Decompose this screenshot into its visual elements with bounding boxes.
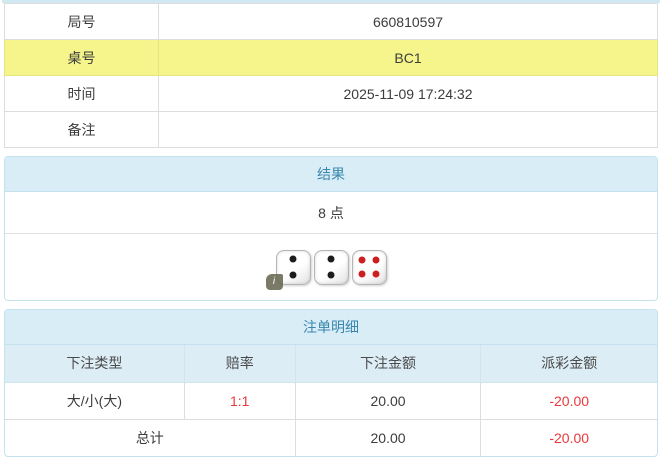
bet-details-table: 下注类型 赔率 下注金额 派彩金额 大/小(大) 1:1 20.00 -20.0… — [5, 345, 657, 456]
table-row-highlighted: 桌号 BC1 — [4, 39, 658, 76]
round-id-value: 660810597 — [158, 3, 658, 40]
top-accent-bar — [2, 0, 660, 3]
die-3-icon — [351, 249, 387, 285]
remark-value — [158, 111, 658, 148]
result-panel-title: 结果 — [5, 157, 657, 192]
time-value: 2025-11-09 17:24:32 — [158, 75, 658, 112]
result-panel: 结果 8 点 i — [4, 156, 658, 301]
bet-odds-value: 1:1 — [183, 381, 296, 420]
table-id-label: 桌号 — [4, 39, 159, 76]
total-payout-value: -20.00 — [480, 418, 657, 456]
dice-row: i — [5, 234, 657, 300]
dice-group: i — [265, 249, 387, 290]
table-row: 局号 660810597 — [4, 3, 658, 40]
bet-row: 大/小(大) 1:1 20.00 -20.00 — [5, 381, 657, 420]
table-row: 时间 2025-11-09 17:24:32 — [4, 75, 658, 112]
total-row: 总计 20.00 -20.00 — [5, 418, 657, 456]
round-info-table: 局号 660810597 桌号 BC1 时间 2025-11-09 17:24:… — [4, 3, 658, 148]
bet-details-panel: 注单明细 下注类型 赔率 下注金额 派彩金额 大/小(大) 1:1 20.00 … — [4, 309, 658, 457]
total-label: 总计 — [5, 418, 296, 456]
bet-amount-value: 20.00 — [294, 381, 482, 420]
round-id-label: 局号 — [4, 3, 159, 40]
bet-details-title: 注单明细 — [5, 310, 657, 345]
col-bet-amount: 下注金额 — [294, 345, 482, 383]
time-label: 时间 — [4, 75, 159, 112]
table-id-value: BC1 — [158, 39, 658, 76]
col-bet-type: 下注类型 — [5, 345, 185, 383]
remark-label: 备注 — [4, 111, 159, 148]
bet-type-value: 大/小(大) — [5, 381, 185, 420]
col-payout-amount: 派彩金额 — [480, 345, 657, 383]
bet-payout-value: -20.00 — [480, 381, 657, 420]
bets-header-row: 下注类型 赔率 下注金额 派彩金额 — [5, 345, 657, 383]
die-2-icon — [313, 249, 349, 285]
total-bet-value: 20.00 — [294, 418, 482, 456]
table-row: 备注 — [4, 111, 658, 148]
result-points: 8 点 — [5, 192, 657, 234]
col-odds: 赔率 — [183, 345, 296, 383]
info-icon[interactable]: i — [265, 273, 283, 290]
